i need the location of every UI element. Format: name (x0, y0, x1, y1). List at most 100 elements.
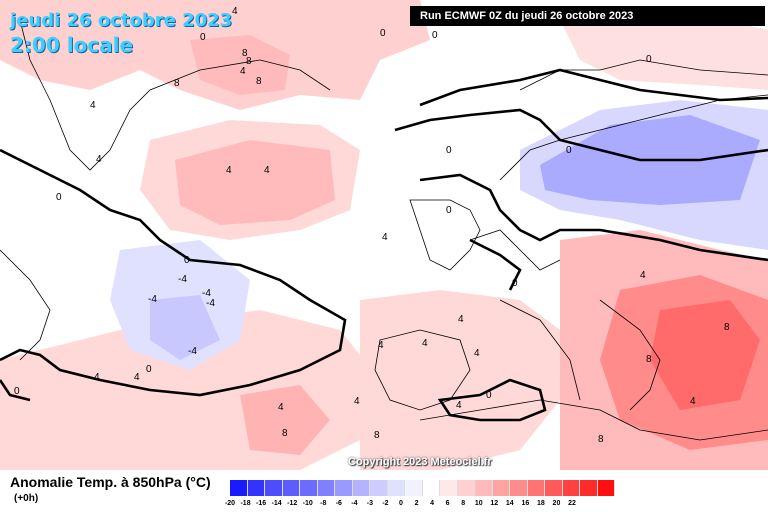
cold-anomaly-atlantic-core (150, 295, 220, 360)
contour-value-label: 4 (240, 66, 246, 77)
contour-value-label: 8 (724, 322, 730, 333)
scale-swatch (247, 480, 265, 496)
legend-subtitle: (+0h) (14, 493, 39, 504)
contour-value-label: 4 (134, 372, 140, 383)
scale-tick-label: -8 (320, 500, 327, 507)
contour-value-label: 4 (264, 165, 270, 176)
scale-tick-label: 10 (474, 500, 483, 507)
scale-swatch (545, 480, 563, 496)
scale-swatch (562, 480, 580, 496)
scale-swatch (282, 480, 300, 496)
scale-swatch (492, 480, 510, 496)
contour-value-label: 4 (458, 314, 464, 325)
contour-value-label: 0 (646, 54, 652, 65)
scale-swatch (440, 480, 458, 496)
scale-tick-label: -4 (351, 500, 358, 507)
scale-tick-label: 12 (490, 500, 499, 507)
scale-tick-label: 16 (521, 500, 530, 507)
contour-value-label: 0 (446, 205, 452, 216)
scale-swatch (265, 480, 283, 496)
scale-tick-label: 0 (399, 500, 403, 507)
scale-tick-label: 2 (414, 500, 419, 507)
contour-value-label: 0 (380, 28, 386, 39)
contour-value-label: 4 (422, 338, 428, 349)
contour-value-label: 8 (246, 56, 252, 67)
scale-swatch (300, 480, 318, 496)
warm-anomaly-greenland (190, 35, 290, 95)
scale-swatch (510, 480, 528, 496)
scale-tick-label: 6 (445, 500, 450, 507)
scale-tick-label: 18 (537, 500, 545, 507)
scale-tick-label: 8 (461, 500, 466, 507)
contour-value-label: 4 (226, 165, 232, 176)
contour-value-label: 4 (232, 6, 238, 17)
contour-value-label: 8 (374, 430, 380, 441)
forecast-local-time: 2:00 locale (10, 33, 134, 57)
contour-value-label: 4 (474, 348, 480, 359)
scale-tick-label: 22 (568, 500, 576, 507)
legend-panel: Anomalie Temp. à 850hPa (°C) (+0h) -20 -1… (0, 470, 768, 512)
contour-value-label: 4 (640, 270, 646, 281)
forecast-date: jeudi 26 octobre 2023 (10, 10, 233, 31)
scale-swatch (352, 480, 370, 496)
contour-value-label: 8 (174, 78, 180, 89)
scale-tick-label: -12 (287, 500, 298, 507)
contour-value-label: -4 (202, 288, 211, 299)
legend-title: Anomalie Temp. à 850hPa (°C) (10, 474, 211, 490)
scale-swatch (317, 480, 335, 496)
contour-value-label: 8 (242, 48, 248, 59)
scale-tick-label: 4 (430, 500, 435, 507)
contour-value-label: -4 (206, 298, 215, 309)
contour-value-label: 0 (14, 386, 20, 397)
contour-value-label: -4 (188, 346, 197, 357)
contour-value-label: 8 (282, 428, 288, 439)
contour-value-label: 0 (56, 192, 62, 203)
contour-value-label: 8 (598, 434, 604, 445)
scale-swatch (475, 480, 493, 496)
warm-anomaly-south-inner (240, 385, 330, 455)
run-banner: Run ECMWF 0Z du jeudi 26 octobre 2023 (410, 6, 765, 26)
contour-value-label: 0 (446, 145, 452, 156)
contour-value-label: 4 (94, 372, 100, 383)
copyright-notice: Copyright 2023 Meteociel.fr (348, 456, 492, 468)
contour-value-label: 4 (690, 396, 696, 407)
contour-value-label: 0 (184, 255, 190, 266)
scale-tick-label: 14 (505, 500, 514, 507)
warm-anomaly-east-hot (650, 300, 760, 410)
color-scale (230, 480, 615, 496)
scale-swatch (370, 480, 388, 496)
scale-tick-label: -10 (302, 500, 313, 507)
contour-value-label: 4 (278, 402, 284, 413)
contour-value-label: -4 (178, 274, 187, 285)
scale-tick-label: -18 (240, 500, 251, 507)
scale-swatch (527, 480, 545, 496)
scale-swatch (387, 480, 405, 496)
warm-anomaly-inner (175, 140, 335, 225)
contour-value-label: 0 (486, 390, 492, 401)
contour-value-label: -4 (148, 294, 157, 305)
scale-swatch (230, 480, 248, 496)
contour-value-label: 4 (354, 396, 360, 407)
scale-swatch (597, 480, 615, 496)
contour-value-label: 0 (146, 364, 152, 375)
contour-value-label: 4 (378, 340, 384, 351)
scale-swatch (335, 480, 353, 496)
contour-value-label: 8 (646, 354, 652, 365)
scale-tick-label: -2 (382, 500, 389, 507)
scale-tick-label: -20 (224, 500, 236, 507)
scale-tick-label: -14 (271, 500, 282, 507)
scale-swatch (580, 480, 598, 496)
contour-value-label: 0 (566, 145, 572, 156)
contour-value-label: 4 (96, 154, 102, 165)
scale-swatch (422, 480, 440, 496)
scale-tick-label: 20 (552, 500, 561, 507)
contour-value-label: 4 (456, 400, 462, 411)
scale-tick-label: -3 (366, 500, 374, 507)
contour-value-label: 0 (200, 32, 206, 43)
contour-value-label: 0 (432, 30, 438, 41)
scale-tick-label: -16 (256, 500, 267, 507)
contour-value-label: 8 (256, 76, 262, 87)
